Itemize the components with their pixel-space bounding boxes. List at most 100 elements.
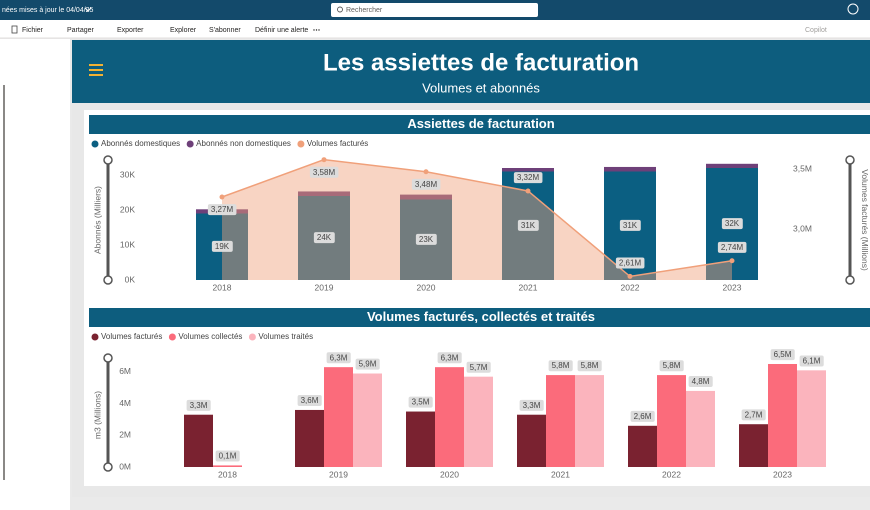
data-label: 19K	[215, 242, 230, 251]
bar	[686, 390, 715, 467]
data-label: 3,6M	[301, 396, 319, 405]
x-tick-label: 2023	[723, 282, 742, 292]
data-label-box	[297, 395, 322, 407]
data-label: 5,7M	[470, 363, 488, 372]
data-label: 32K	[725, 219, 740, 228]
search-placeholder: Rechercher	[346, 7, 383, 14]
data-label-box	[466, 361, 491, 373]
x-tick-label: 2018	[218, 469, 237, 479]
chart-title: Volumes facturés, collectés et traités	[367, 309, 595, 324]
data-label-box	[659, 360, 684, 372]
data-label: 3,5M	[412, 398, 430, 407]
x-tick-label: 2023	[773, 469, 792, 479]
data-label-box	[770, 349, 795, 361]
bar	[604, 166, 656, 172]
data-label-box	[577, 360, 602, 372]
share-menu[interactable]: Partager	[67, 27, 95, 34]
data-label-box	[415, 233, 437, 245]
data-label-box	[717, 241, 747, 253]
data-label: 6,3M	[330, 353, 348, 362]
menu-icon[interactable]	[89, 64, 103, 76]
line	[221, 158, 733, 278]
bar	[657, 375, 686, 467]
bar	[406, 411, 435, 467]
legend-marker	[297, 140, 305, 148]
chart-title: Assiettes de facturation	[407, 116, 554, 131]
data-label: 3,3M	[523, 401, 541, 410]
y-tick-label: 2M	[119, 430, 131, 440]
legend-label: Volumes traités	[258, 332, 313, 341]
data-label-box	[619, 219, 641, 231]
report-header	[72, 40, 870, 103]
chevron[interactable]	[84, 7, 92, 12]
y-axis-title: m3 (Millions)	[92, 391, 102, 439]
data-label: 5,8M	[552, 361, 570, 370]
bar	[213, 465, 242, 467]
export-menu[interactable]: Exporter	[117, 27, 144, 34]
data-label-box	[517, 219, 539, 231]
data-label-box	[615, 257, 645, 269]
data-label: 3,3M	[190, 401, 208, 410]
legend-marker	[91, 333, 99, 341]
data-label-box	[630, 410, 655, 422]
legend-label: Abonnés domestiques	[101, 139, 180, 148]
y-tick-label: 0M	[119, 461, 131, 471]
y-axis-title: Abonnés (Milliers)	[92, 186, 102, 254]
y-tick-label: 10K	[120, 239, 135, 249]
data-label: 5,8M	[663, 361, 681, 370]
data-label-box	[548, 360, 573, 372]
bar	[502, 168, 554, 172]
bar	[706, 163, 758, 168]
legend-label: Volumes facturés	[307, 139, 368, 148]
axis-slider[interactable]	[103, 155, 855, 472]
bar	[575, 375, 604, 467]
report-title: Les assiettes de facturation	[323, 49, 639, 76]
section-header	[89, 308, 870, 327]
line-point	[423, 169, 429, 175]
bar	[768, 363, 797, 467]
x-tick-label: 2021	[519, 282, 538, 292]
bar	[628, 425, 657, 467]
line-point	[219, 194, 225, 200]
data-label: 6,3M	[441, 353, 459, 362]
legend-label: Volumes facturés	[101, 332, 162, 341]
file-menu[interactable]: Fichier	[22, 27, 44, 34]
bar	[464, 376, 493, 467]
data-label: 6,5M	[774, 350, 792, 359]
bar	[298, 191, 350, 196]
data-label-box	[355, 358, 380, 370]
bar	[797, 370, 826, 467]
x-tick-label: 2022	[621, 282, 640, 292]
data-label: 2,61M	[619, 259, 642, 268]
legend-marker	[186, 140, 194, 148]
bar	[546, 375, 575, 467]
search-box[interactable]	[331, 3, 538, 17]
refresh-status[interactable]: nées mises à jour le 04/04/25	[2, 7, 94, 14]
data-label: 2,74M	[721, 243, 744, 252]
data-label-box	[741, 409, 766, 421]
x-tick-label: 2020	[440, 469, 459, 479]
data-label-box	[215, 450, 240, 462]
explore-button[interactable]: Explorer	[170, 27, 197, 34]
more-button[interactable]	[313, 29, 320, 31]
data-label: 23K	[419, 235, 434, 244]
x-tick-label: 2020	[417, 282, 436, 292]
data-label: 5,8M	[581, 361, 599, 370]
data-label: 2,6M	[634, 412, 652, 421]
data-label: 31K	[521, 221, 536, 230]
data-label: 6,1M	[803, 356, 821, 365]
subscribe-button[interactable]: S'abonner	[209, 27, 241, 34]
data-label: 31K	[623, 221, 638, 230]
data-label-box	[519, 399, 544, 411]
data-label-box	[408, 396, 433, 408]
alert-button[interactable]: Définir une alerte	[255, 27, 308, 34]
data-label: 3,58M	[313, 168, 336, 177]
copilot-button[interactable]: Copilot	[805, 27, 827, 34]
data-label-box	[326, 352, 351, 364]
line-point	[627, 273, 633, 279]
bar	[184, 414, 213, 467]
data-label-box	[437, 352, 462, 364]
notifications-icon[interactable]	[847, 3, 859, 15]
data-label-box	[513, 172, 543, 184]
